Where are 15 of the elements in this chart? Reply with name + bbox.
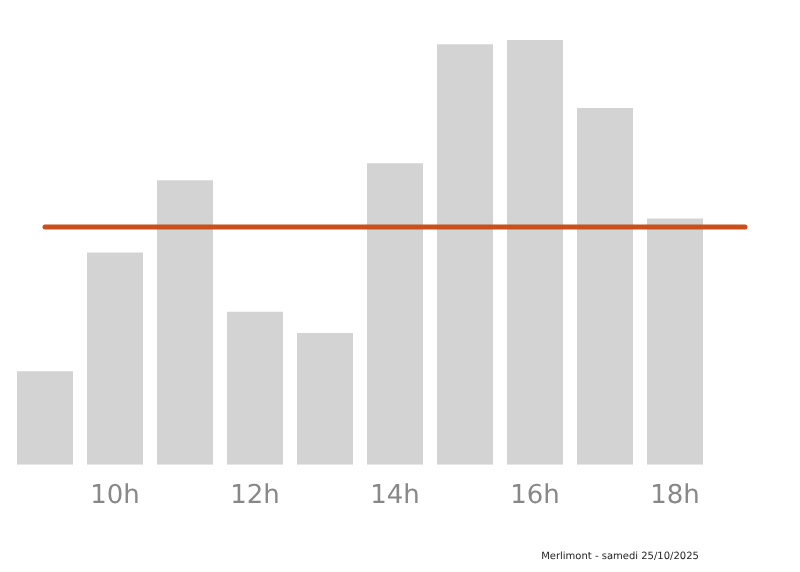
x-tick-label: 10h <box>90 481 140 512</box>
x-tick-label: 12h <box>230 481 280 512</box>
bar <box>297 333 353 465</box>
bar <box>17 371 73 465</box>
bar <box>577 107 633 465</box>
x-tick-label: 16h <box>510 481 560 512</box>
bar <box>647 218 703 465</box>
x-tick-label: 18h <box>650 481 700 512</box>
bar <box>87 252 143 465</box>
bar <box>507 40 563 465</box>
bar <box>157 180 213 465</box>
bar <box>227 311 283 465</box>
x-tick-label: 14h <box>370 481 420 512</box>
bar <box>367 163 423 465</box>
bar <box>437 44 493 465</box>
